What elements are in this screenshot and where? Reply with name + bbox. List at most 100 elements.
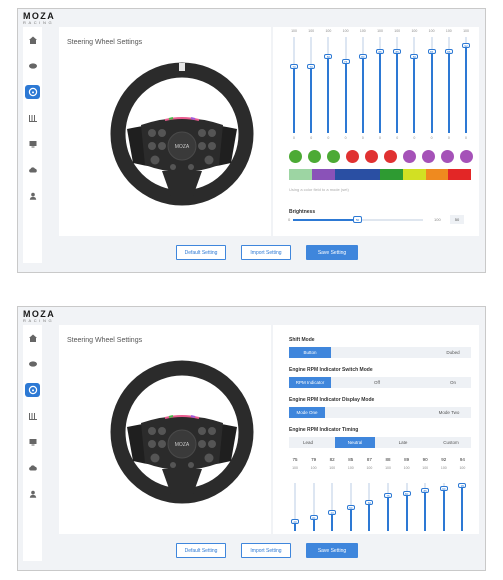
color-bar-segment[interactable] bbox=[402, 169, 426, 180]
slider-knob[interactable]: 30 bbox=[309, 515, 318, 520]
slider-knob[interactable]: 70 bbox=[290, 64, 298, 69]
slider-knob[interactable]: 40 bbox=[328, 510, 337, 515]
slider-knob[interactable]: 85 bbox=[421, 488, 430, 493]
rpm-slider[interactable]: 100 80 0 bbox=[409, 27, 419, 145]
indicator-color-dot[interactable] bbox=[422, 150, 435, 163]
slider-fill bbox=[424, 490, 427, 531]
slider-track[interactable] bbox=[331, 483, 334, 531]
save-setting-button[interactable]: Save Setting bbox=[306, 543, 358, 558]
indicator-color-dot[interactable] bbox=[365, 150, 378, 163]
sidebar bbox=[23, 27, 42, 263]
default-setting-button[interactable]: Default Setting bbox=[176, 245, 226, 260]
slider-knob[interactable]: 80 bbox=[358, 54, 367, 59]
slider-fill bbox=[413, 56, 416, 133]
timing-option-neutral[interactable]: Neutral bbox=[335, 437, 375, 448]
brightness-knob[interactable]: 50 bbox=[353, 216, 362, 223]
slider-knob[interactable]: 92 bbox=[462, 43, 470, 48]
indicator-color-dot[interactable] bbox=[403, 150, 416, 163]
rpm-slider[interactable]: 100 70 0 bbox=[289, 27, 299, 145]
slider-knob[interactable]: 80 bbox=[410, 54, 419, 59]
indicator-color-dot[interactable] bbox=[308, 150, 321, 163]
slider-knob[interactable]: 80 bbox=[402, 491, 411, 496]
sidebar-item-user[interactable] bbox=[25, 189, 40, 203]
rpm-value-label: 87 bbox=[366, 457, 372, 462]
timing-option-lead[interactable]: Lead bbox=[302, 440, 313, 445]
display-mode-option-two[interactable]: Mode Two bbox=[438, 410, 460, 415]
slider-knob[interactable]: 75 bbox=[384, 493, 392, 498]
sidebar-item-wheelbase[interactable] bbox=[25, 111, 40, 125]
timing-option-custom[interactable]: Custom bbox=[443, 440, 459, 445]
color-bar-segment[interactable] bbox=[311, 169, 335, 180]
switch-mode-option-off[interactable]: Off bbox=[374, 380, 380, 385]
logo-text: MOZA bbox=[23, 309, 56, 319]
color-bar-segment[interactable] bbox=[289, 169, 312, 180]
import-setting-button[interactable]: Import Setting bbox=[241, 245, 291, 260]
sidebar-item-cloud[interactable] bbox=[25, 461, 40, 475]
slider-min-label: 0 bbox=[396, 136, 399, 140]
rpm-slider[interactable]: 100 85 0 bbox=[375, 27, 385, 145]
save-setting-button[interactable]: Save Setting bbox=[306, 245, 358, 260]
import-setting-button[interactable]: Import Setting bbox=[241, 543, 291, 558]
rpm-slider[interactable]: 100 85 0 bbox=[444, 27, 454, 145]
slider-track[interactable] bbox=[294, 483, 296, 531]
slider-knob[interactable]: 90 bbox=[439, 486, 448, 491]
slider-knob[interactable]: 95 bbox=[458, 483, 467, 488]
rpm-slider[interactable]: 100 85 0 bbox=[427, 27, 437, 145]
slider-knob[interactable]: 75 bbox=[341, 59, 350, 64]
slider-knob[interactable]: 50 bbox=[346, 505, 355, 510]
rpm-slider[interactable]: 100 92 0 bbox=[461, 27, 471, 145]
shift-mode-option-dubed[interactable]: Dubed bbox=[446, 350, 460, 355]
color-bar-segment[interactable] bbox=[448, 169, 472, 180]
slider-fill bbox=[312, 517, 315, 531]
slider-max-label: 100 bbox=[377, 29, 383, 33]
slider-knob[interactable]: 85 bbox=[376, 49, 384, 54]
slider-fill bbox=[294, 521, 296, 531]
sidebar-item-steering-wheel[interactable] bbox=[25, 383, 40, 397]
rpm-slider[interactable]: 100 70 0 bbox=[306, 27, 316, 145]
sidebar-item-user[interactable] bbox=[25, 487, 40, 501]
default-setting-button[interactable]: Default Setting bbox=[176, 543, 226, 558]
logo-subtext: RACING bbox=[23, 20, 55, 25]
indicator-color-dot[interactable] bbox=[441, 150, 454, 163]
indicator-color-dot[interactable] bbox=[346, 150, 359, 163]
slider-knob[interactable]: 85 bbox=[393, 49, 402, 54]
color-bar-segment[interactable] bbox=[334, 169, 358, 180]
slider-knob[interactable]: 20 bbox=[291, 519, 299, 524]
shift-mode-option-button[interactable]: Button bbox=[289, 347, 331, 358]
sidebar-item-wheelbase[interactable] bbox=[25, 409, 40, 423]
slider-track[interactable] bbox=[312, 483, 315, 531]
rpm-slider[interactable]: 100 80 0 bbox=[358, 27, 368, 145]
color-bar-segment[interactable] bbox=[357, 169, 381, 180]
sidebar-item-steering-wheel[interactable] bbox=[25, 85, 40, 99]
timing-option-late[interactable]: Late bbox=[398, 440, 408, 445]
slider-knob[interactable]: 60 bbox=[365, 500, 374, 505]
sidebar-item-cloud[interactable] bbox=[25, 163, 40, 177]
sidebar-item-home[interactable] bbox=[25, 331, 40, 345]
indicator-color-dot[interactable] bbox=[327, 150, 340, 163]
indicator-color-dot[interactable] bbox=[384, 150, 397, 163]
display-mode-option-one[interactable]: Mode One bbox=[289, 407, 325, 418]
indicator-color-dot[interactable] bbox=[289, 150, 302, 163]
brightness-value-input[interactable]: 50 bbox=[450, 215, 464, 224]
slider-knob[interactable]: 85 bbox=[427, 49, 436, 54]
slider-knob[interactable]: 80 bbox=[324, 54, 333, 59]
slider-knob[interactable]: 85 bbox=[444, 49, 453, 54]
timing-selector: Lead Neutral Late Custom bbox=[289, 437, 471, 448]
color-bar-segment[interactable] bbox=[380, 169, 403, 180]
sidebar-item-home[interactable] bbox=[25, 33, 40, 47]
sidebar-item-pedals[interactable] bbox=[25, 59, 40, 73]
slider-max-label: 100 bbox=[428, 29, 435, 33]
color-bar-segment[interactable] bbox=[425, 169, 449, 180]
action-buttons: Default Setting Import Setting Save Sett… bbox=[18, 543, 485, 559]
rpm-slider[interactable]: 100 80 0 bbox=[323, 27, 333, 145]
rpm-slider[interactable]: 100 75 0 bbox=[341, 27, 351, 145]
sidebar-item-pedals[interactable] bbox=[25, 357, 40, 371]
sidebar-item-dashboard[interactable] bbox=[25, 435, 40, 449]
sidebar-item-dashboard[interactable] bbox=[25, 137, 40, 151]
slider-knob[interactable]: 70 bbox=[307, 64, 316, 69]
rpm-slider[interactable]: 100 85 0 bbox=[392, 27, 402, 145]
switch-mode-option-on[interactable]: On bbox=[449, 380, 456, 385]
indicator-color-dot[interactable] bbox=[460, 150, 473, 163]
rpm-max-label: 100 bbox=[292, 466, 298, 470]
switch-mode-option-rpm[interactable]: RPM Indicator bbox=[289, 377, 331, 388]
